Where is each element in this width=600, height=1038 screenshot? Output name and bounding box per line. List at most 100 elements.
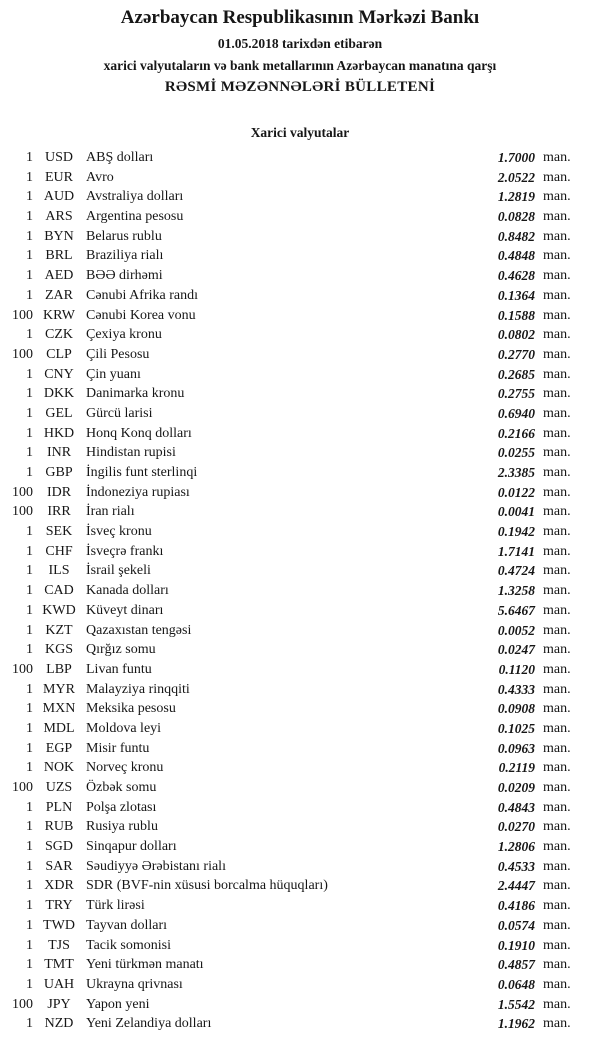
unit-label: man. bbox=[543, 622, 571, 638]
currency-code: BYN bbox=[44, 228, 74, 244]
currency-code: ZAR bbox=[45, 287, 73, 303]
currency-quantity: 1 bbox=[26, 563, 33, 579]
rate-value: 0.4533 bbox=[497, 858, 535, 874]
rate-row: 1 ZAR Cənubi Afrika randı 0.1364 man. bbox=[0, 286, 600, 306]
currency-code: CAD bbox=[44, 583, 74, 599]
rate-row: 1 CAD Kanada dolları 1.3258 man. bbox=[0, 581, 600, 601]
currency-quantity: 1 bbox=[26, 543, 33, 559]
rate-row: 1 ILS İsrail şekeli 0.4724 man. bbox=[0, 561, 600, 581]
currency-code: BRL bbox=[45, 248, 73, 264]
currency-name: İran rialı bbox=[86, 504, 135, 520]
unit-label: man. bbox=[543, 268, 571, 284]
rates-table: 1 USD ABŞ dolları 1.7000 man. 1 EUR Avro… bbox=[0, 148, 600, 1034]
currency-quantity: 1 bbox=[26, 189, 33, 205]
currency-quantity: 1 bbox=[26, 583, 33, 599]
currency-quantity: 1 bbox=[26, 957, 33, 973]
rate-row: 1 HKD Honq Konq dolları 0.2166 man. bbox=[0, 424, 600, 444]
currency-code: KGS bbox=[44, 642, 73, 658]
currency-code: ILS bbox=[48, 563, 70, 579]
currency-name: Yapon yeni bbox=[86, 996, 150, 1012]
unit-label: man. bbox=[543, 839, 571, 855]
rate-value: 0.4848 bbox=[497, 248, 535, 264]
currency-code: UAH bbox=[43, 976, 75, 992]
rate-value: 0.4724 bbox=[497, 563, 535, 579]
currency-code: CNY bbox=[44, 366, 74, 382]
currency-code: PLN bbox=[45, 799, 73, 815]
rate-value: 0.0209 bbox=[497, 780, 535, 795]
currency-quantity: 1 bbox=[26, 287, 33, 303]
currency-name: Tacik somonisi bbox=[86, 937, 171, 953]
rate-row: 1 PLN Polşa zlotası 0.4843 man. bbox=[0, 798, 600, 818]
currency-name: Meksika pesosu bbox=[86, 701, 176, 717]
currency-code: CLP bbox=[46, 346, 72, 362]
rate-value: 0.4857 bbox=[497, 957, 535, 973]
currency-code: SGD bbox=[44, 839, 73, 855]
rate-value: 1.1962 bbox=[497, 1016, 535, 1032]
unit-label: man. bbox=[543, 701, 571, 717]
currency-name: İsrail şekeli bbox=[86, 563, 151, 579]
currency-name: Cənubi Korea vonu bbox=[86, 307, 196, 323]
currency-name: Qırğız somu bbox=[86, 642, 156, 658]
currency-quantity: 1 bbox=[26, 642, 33, 658]
rate-value: 0.4186 bbox=[497, 898, 535, 914]
unit-label: man. bbox=[543, 405, 571, 421]
bulletin-page: Azərbaycan Respublikasının Mərkəzi Bankı… bbox=[0, 6, 600, 1038]
subject-line: xarici valyutaların və bank metallarının… bbox=[103, 58, 497, 73]
currency-code: AED bbox=[44, 268, 74, 284]
rate-value: 1.3258 bbox=[497, 583, 535, 599]
unit-label: man. bbox=[543, 209, 571, 225]
rate-value: 2.3385 bbox=[497, 465, 535, 480]
bulletin-title: RƏSMİ MƏZƏNNƏLƏRİ BÜLLETENİ bbox=[164, 79, 436, 95]
rate-value: 0.0122 bbox=[497, 484, 535, 500]
currency-name: Danimarka kronu bbox=[86, 386, 185, 402]
currency-code: MYR bbox=[43, 681, 75, 697]
currency-quantity: 1 bbox=[26, 839, 33, 855]
currency-name: Braziliya rialı bbox=[86, 248, 164, 264]
rate-row: 1 TRY Türk lirəsi 0.4186 man. bbox=[0, 896, 600, 916]
unit-label: man. bbox=[543, 858, 571, 874]
rate-row: 1 CHF İsveçrə frankı 1.7141 man. bbox=[0, 542, 600, 562]
unit-label: man. bbox=[543, 642, 571, 658]
currency-quantity: 1 bbox=[26, 602, 33, 618]
rate-value: 0.1364 bbox=[497, 287, 535, 303]
rate-row: 1 AUD Avstraliya dolları 1.2819 man. bbox=[0, 187, 600, 207]
currency-code: NZD bbox=[44, 1016, 74, 1032]
currency-name: Səudiyyə Ərəbistanı rialı bbox=[86, 858, 226, 874]
rate-row: 1 NOK Norveç kronu 0.2119 man. bbox=[0, 758, 600, 778]
unit-label: man. bbox=[543, 937, 571, 953]
bank-title: Azərbaycan Respublikasının Mərkəzi Bankı bbox=[120, 7, 480, 28]
rate-row: 1 KWD Küveyt dinarı 5.6467 man. bbox=[0, 601, 600, 621]
currency-quantity: 100 bbox=[12, 307, 33, 323]
currency-name: BƏƏ dirhəmi bbox=[86, 268, 163, 284]
rate-value: 1.5542 bbox=[497, 996, 535, 1012]
rate-value: 0.0270 bbox=[497, 819, 535, 835]
currency-code: KZT bbox=[45, 622, 73, 638]
currency-name: Kanada dolları bbox=[86, 583, 169, 599]
currency-name: Gürcü larisi bbox=[86, 405, 153, 421]
currency-quantity: 1 bbox=[26, 681, 33, 697]
currency-code: MDL bbox=[43, 720, 75, 736]
unit-label: man. bbox=[543, 878, 571, 894]
currency-quantity: 1 bbox=[26, 858, 33, 874]
rate-value: 0.1942 bbox=[497, 524, 535, 540]
currency-quantity: 1 bbox=[26, 760, 33, 776]
unit-label: man. bbox=[543, 760, 571, 776]
currency-code: DKK bbox=[43, 386, 75, 402]
currency-quantity: 100 bbox=[12, 780, 33, 795]
currency-name: Ukrayna qrivnası bbox=[86, 976, 183, 992]
currency-code: GEL bbox=[45, 405, 73, 421]
rate-row: 100 LBP Livan funtu 0.1120 man. bbox=[0, 660, 600, 680]
rate-row: 1 BYN Belarus rublu 0.8482 man. bbox=[0, 227, 600, 247]
currency-name: Çexiya kronu bbox=[86, 327, 162, 343]
currency-quantity: 1 bbox=[26, 917, 33, 933]
currency-name: Qazaxıstan tengəsi bbox=[86, 622, 192, 638]
unit-label: man. bbox=[543, 819, 571, 835]
rate-row: 1 TMT Yeni türkmən manatı 0.4857 man. bbox=[0, 955, 600, 975]
unit-label: man. bbox=[543, 524, 571, 540]
currency-quantity: 100 bbox=[12, 346, 33, 362]
currency-quantity: 1 bbox=[26, 878, 33, 894]
currency-code: INR bbox=[46, 445, 72, 461]
rate-value: 0.0255 bbox=[497, 445, 535, 461]
rate-row: 1 TWD Tayvan dolları 0.0574 man. bbox=[0, 916, 600, 936]
currency-code: UZS bbox=[45, 780, 73, 795]
